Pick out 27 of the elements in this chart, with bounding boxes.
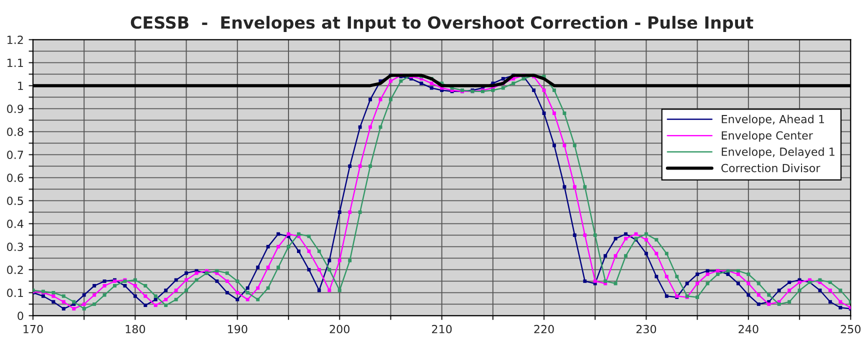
x-tick-label: 230 <box>636 324 656 334</box>
y-tick-label: 0.2 <box>7 266 23 274</box>
x-tick-label: 240 <box>738 324 758 334</box>
y-tick-label: 0.6 <box>7 174 24 182</box>
y-tick-label: 0.7 <box>7 150 24 160</box>
y-tick-label: 0.5 <box>7 196 23 206</box>
x-tick-label: 220 <box>534 324 554 334</box>
y-tick-label: 1 <box>18 82 23 90</box>
x-tick-label: 200 <box>330 324 350 334</box>
y-tick-label: 1.2 <box>8 36 23 44</box>
y-tick-label: 0.9 <box>7 104 24 114</box>
y-tick-label: 0.3 <box>7 242 24 252</box>
x-tick-label: 250 <box>840 324 861 334</box>
y-tick-label: 0 <box>18 312 24 320</box>
legend-label: Envelope, Delayed 1 <box>722 147 834 158</box>
legend-label: Envelope, Ahead 1 <box>722 114 824 126</box>
x-tick-label: 170 <box>24 324 43 334</box>
y-tick-label: 0.4 <box>7 220 24 228</box>
x-tick-label: 180 <box>126 324 146 334</box>
y-tick-label: 0.8 <box>7 128 24 136</box>
y-tick-label: 0.1 <box>7 288 23 298</box>
legend-label: Correction Divisor <box>721 164 820 172</box>
legend-label: Envelope Center <box>722 131 813 142</box>
y-tick-label: 1.1 <box>8 58 23 67</box>
chart-title: CESSB - Envelopes at Input to Overshoot Correction - Pulse Input <box>130 16 754 32</box>
x-tick-label: 210 <box>432 324 452 334</box>
x-tick-label: 190 <box>228 324 248 334</box>
